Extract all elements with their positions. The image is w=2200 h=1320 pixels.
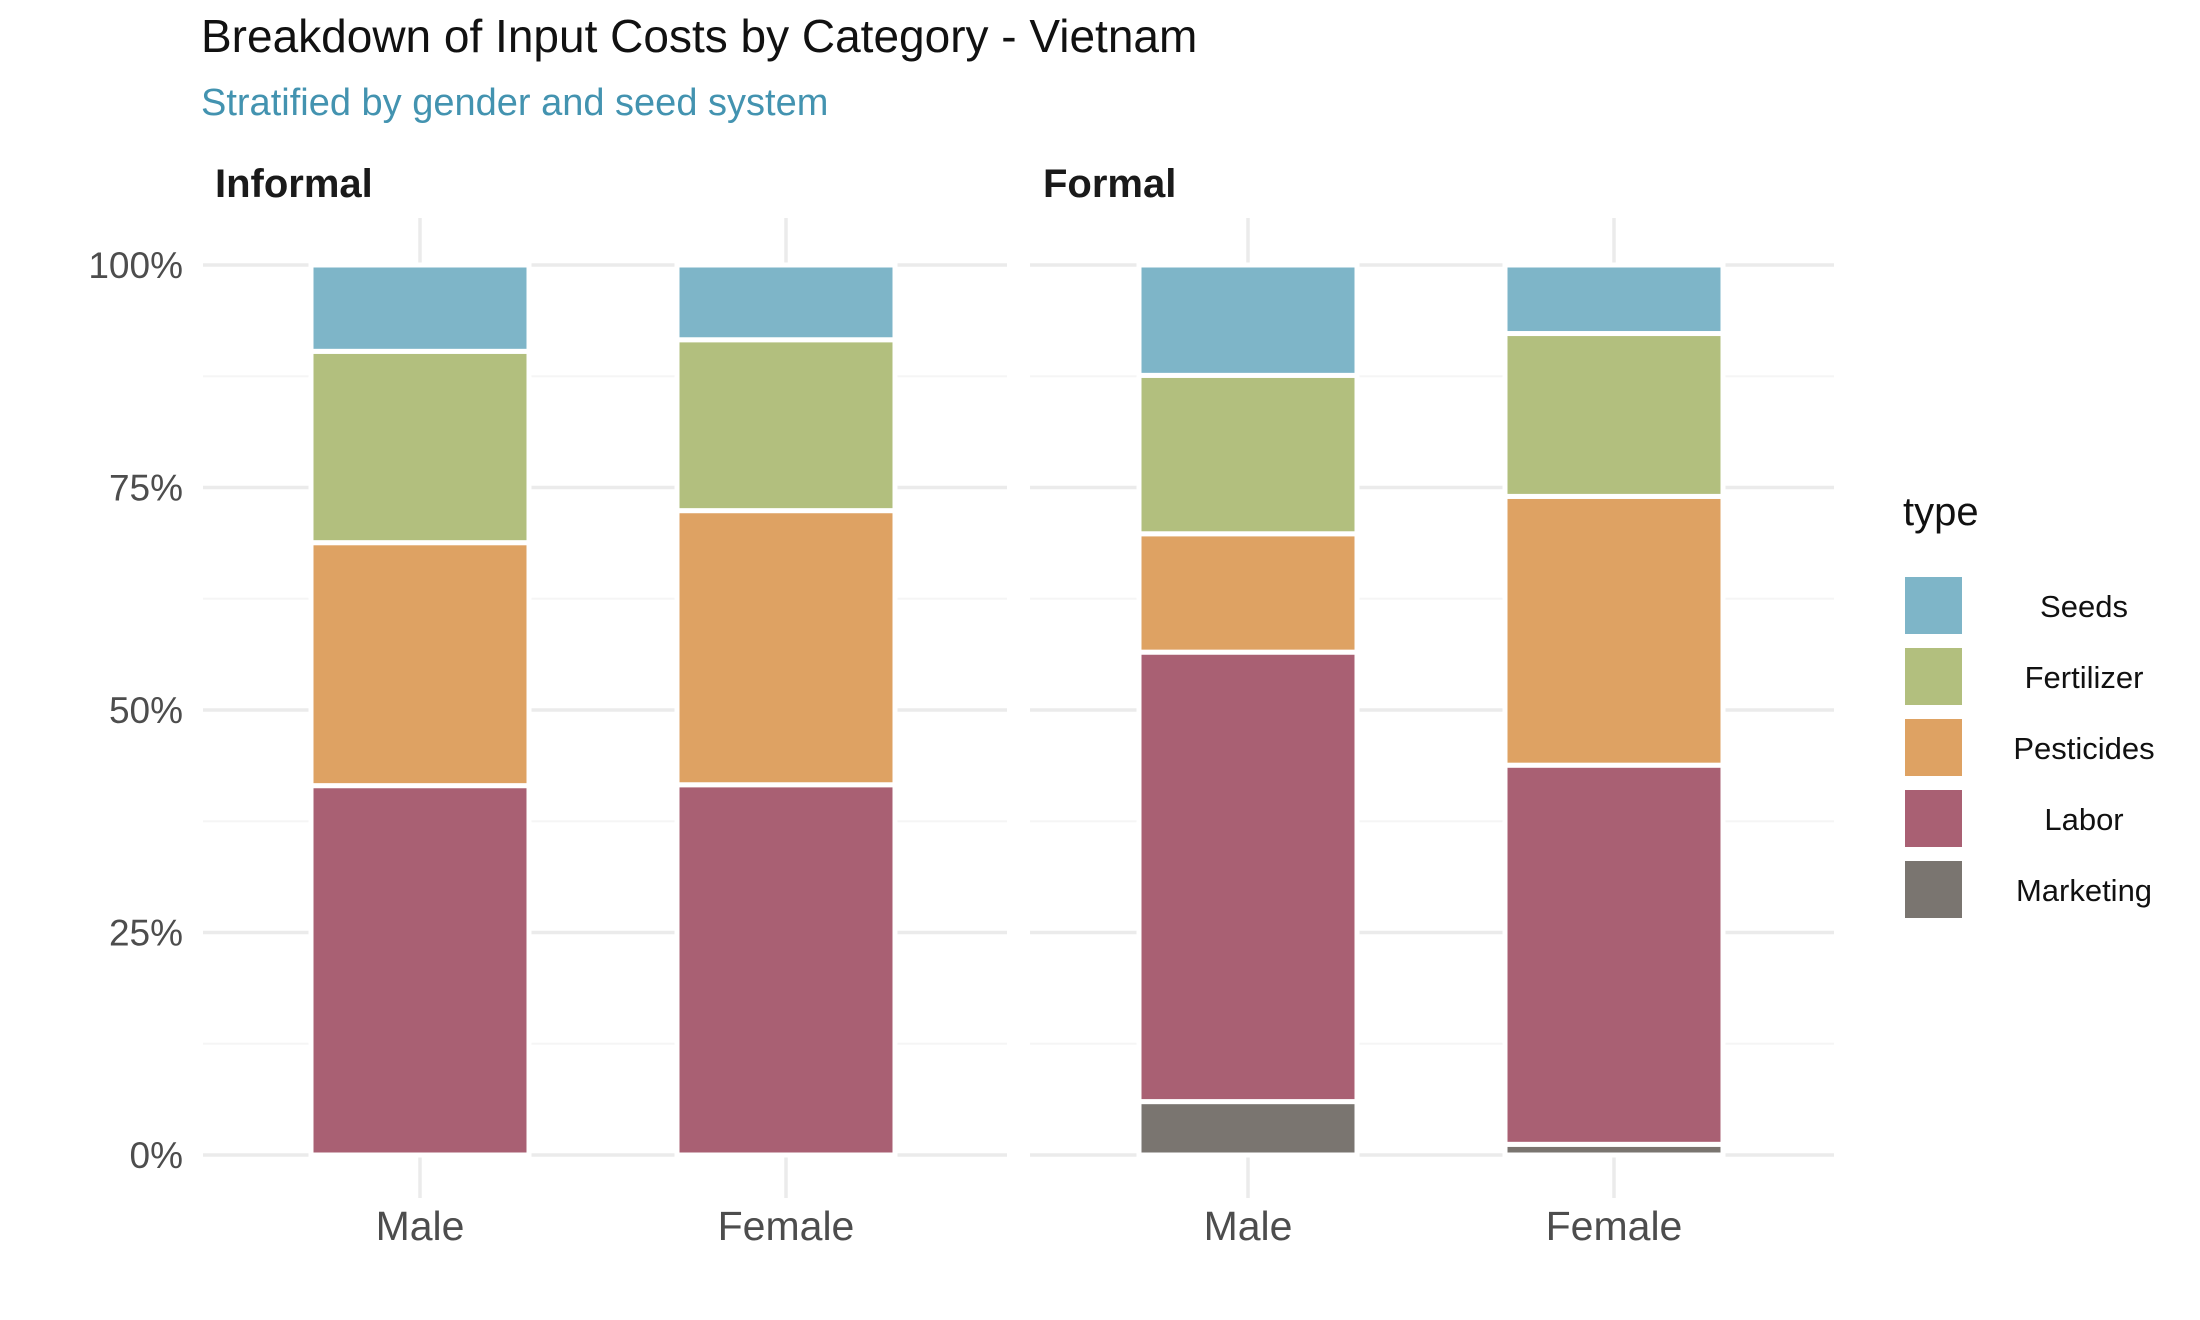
y-tick-label: 100% [88,245,183,286]
facet-label: Formal [1043,162,1176,206]
bar-segment-fertilizer [308,348,532,546]
legend-key-marketing [1905,861,1962,918]
bar-segment-labor [308,783,532,1158]
legend-label: Fertilizer [2025,660,2144,695]
legend: type Seeds Fertilizer Pesticides Labor Marke… [1903,490,2155,918]
chart-title: Breakdown of Input Costs by Category - V… [201,10,1197,62]
facet-label: Informal [215,162,373,206]
x-tick-label: Female [1546,1203,1683,1249]
x-tick-label: Female [718,1203,855,1249]
chart-subtitle: Stratified by gender and seed system [201,82,828,124]
panel-informal: Informal Male Female [203,162,1007,1249]
x-tick-label: Male [376,1203,465,1249]
legend-label: Seeds [2040,589,2128,624]
bar-segment-fertilizer [1136,372,1360,537]
legend-key-fertilizer [1905,648,1962,705]
bar-segment-pesticides [1502,493,1726,768]
bar-segment-seeds [1136,262,1360,378]
legend-title: type [1903,490,1979,534]
y-tick-label: 50% [109,690,183,731]
bar-segment-pesticides [1136,531,1360,655]
legend-key-pesticides [1905,719,1962,776]
panel-formal: Formal Male Female [1030,162,1834,1249]
bar-segment-marketing [1136,1099,1360,1158]
legend-key-seeds [1905,577,1962,634]
bar-segment-fertilizer [1502,331,1726,499]
bar-segment-fertilizer [674,337,898,514]
y-tick-label: 0% [130,1135,183,1176]
plot-area: 0% 25% 50% 75% 100% Informal Male Female Formal M… [88,162,1834,1249]
bar-segment-seeds [308,262,532,354]
y-tick-label: 75% [109,468,183,509]
bar-segment-labor [674,782,898,1158]
bar-segment-pesticides [674,508,898,788]
legend-label: Marketing [2016,873,2152,908]
bar-segment-seeds [1502,262,1726,337]
bar-segment-labor [1136,649,1360,1105]
bar-segment-pesticides [308,540,532,789]
bar-segment-labor [1502,762,1726,1147]
y-tick-label: 25% [109,913,183,954]
x-tick-label: Male [1204,1203,1293,1249]
bar-segment-seeds [674,262,898,343]
legend-label: Pesticides [2013,731,2154,766]
legend-key-labor [1905,790,1962,847]
legend-label: Labor [2044,802,2123,837]
